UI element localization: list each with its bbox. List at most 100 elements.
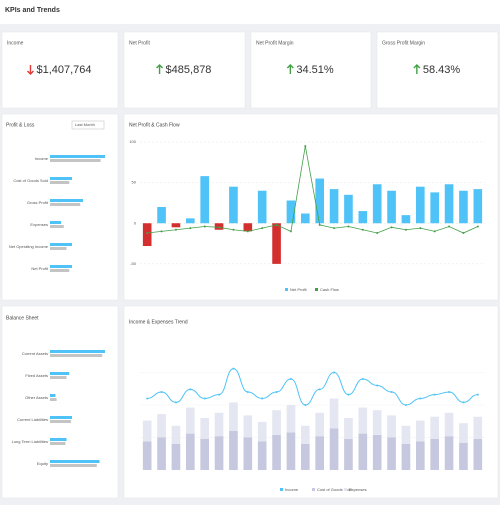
bar-segment (430, 438, 439, 470)
point (304, 145, 307, 148)
bar (416, 186, 425, 224)
category-label: Expenses (30, 222, 48, 227)
point (433, 393, 436, 396)
bar-segment (186, 433, 195, 470)
bar-segment (358, 407, 368, 434)
bar (50, 177, 72, 180)
point (160, 230, 163, 233)
point (448, 391, 451, 393)
bar-segment (301, 425, 310, 444)
y-tick-label: 100 (129, 139, 136, 144)
bar-segment (372, 434, 382, 470)
kpi-card (1, 31, 119, 109)
bar (50, 350, 105, 353)
kpi-value: $485,878 (166, 64, 212, 76)
bar-segment (272, 434, 281, 470)
legend-swatch (285, 288, 288, 291)
kpi-card (376, 31, 499, 109)
bar-segment (444, 436, 454, 470)
bar (50, 398, 57, 401)
legend-swatch (315, 288, 318, 291)
bar (50, 203, 81, 206)
category-label: Current Liabilities (17, 417, 48, 422)
bar-segment (229, 402, 238, 431)
bar-segment (473, 416, 483, 439)
bar (372, 184, 382, 224)
point (289, 230, 292, 233)
bar-segment (315, 436, 324, 470)
point (448, 225, 451, 228)
bar (50, 159, 101, 162)
period-dropdown[interactable] (71, 120, 105, 130)
point (160, 391, 163, 393)
category-label: Cost of Goods Sold (13, 178, 48, 183)
bar (50, 155, 105, 158)
point (347, 225, 350, 228)
bar (430, 192, 439, 224)
kpi-title: Net Profit (129, 40, 150, 46)
card-title: Net Profit & Cash Flow (129, 122, 180, 128)
bar (286, 200, 296, 224)
point (218, 226, 221, 229)
bar-segment (286, 405, 296, 433)
category-label: Income (35, 156, 49, 161)
category-label: Other Assets (25, 395, 48, 400)
card-title: Balance Sheet (6, 315, 39, 321)
kpi-title: Gross Profit Margin (382, 40, 425, 46)
bar (50, 225, 64, 228)
bar-segment (473, 438, 483, 470)
legend-label: Cost of Goods Sold (317, 487, 352, 492)
category-label: Net Profit (31, 266, 49, 271)
bar-segment (329, 398, 339, 429)
bar (229, 186, 238, 224)
bar (50, 247, 67, 250)
point (476, 225, 479, 228)
bar-segment (142, 420, 152, 442)
bar (50, 221, 61, 224)
point (203, 397, 206, 400)
bar-segment (459, 423, 468, 443)
point (433, 230, 436, 233)
bar (50, 354, 103, 357)
bar-segment (157, 437, 166, 470)
bar-segment (401, 425, 411, 444)
bar (358, 211, 368, 224)
bar-segment (200, 418, 209, 439)
y-tick-label: -50 (130, 261, 137, 266)
bar-segment (344, 438, 353, 470)
bar-segment (387, 415, 396, 438)
bar (315, 178, 324, 224)
bar-segment (286, 432, 296, 470)
point (333, 371, 336, 374)
point (390, 391, 393, 393)
bar-segment (171, 444, 181, 470)
bar (50, 199, 83, 202)
point (174, 401, 177, 404)
kpi-title: Income (7, 40, 24, 46)
bar-segment (142, 441, 152, 470)
bar-segment (344, 418, 353, 439)
point (261, 227, 264, 230)
point (304, 404, 307, 406)
point (462, 232, 465, 234)
bar-segment (243, 415, 253, 438)
trend-arrow (156, 64, 164, 74)
bar (459, 190, 468, 224)
bar (344, 194, 353, 224)
dropdown-label[interactable]: Last Month (75, 122, 95, 127)
bar-segment (229, 431, 238, 470)
bar-segment (257, 421, 267, 442)
kpi-card (250, 31, 372, 109)
point (275, 223, 278, 226)
bar-segment (257, 441, 267, 470)
bar (50, 265, 72, 268)
bar-segment (301, 444, 310, 470)
bar-segment (186, 407, 195, 434)
trend-arrow (26, 65, 34, 75)
point (232, 367, 235, 370)
bar-segment (401, 444, 411, 470)
bar (186, 218, 195, 224)
y-tick-label: 50 (132, 180, 137, 185)
bar (50, 464, 97, 467)
